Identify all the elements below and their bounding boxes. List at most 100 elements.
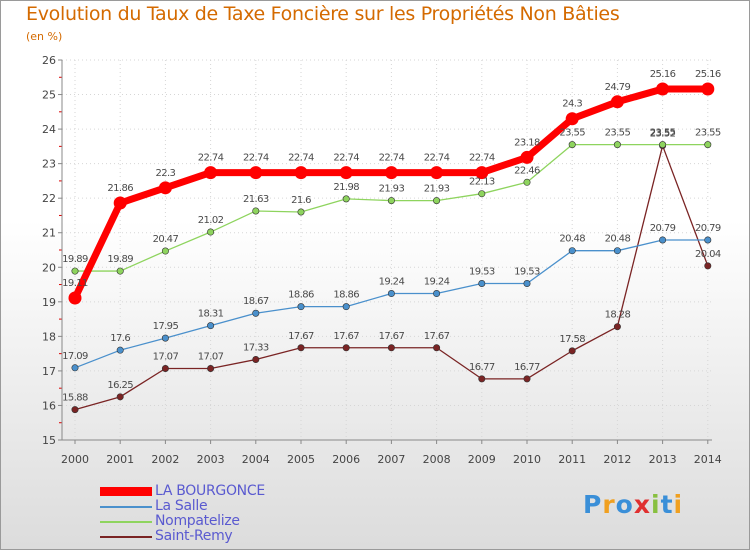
data-label-la-salle-2006: 18.86 [333,290,359,301]
chart-title: Evolution du Taux de Taxe Foncière sur l… [26,3,620,25]
data-label-nompatelize-2004: 21.63 [243,194,269,205]
x-tick-label-2005: 2005 [287,453,315,466]
data-label-la-salle-2004: 18.67 [243,296,269,307]
point-nompatelize-2013 [659,141,667,149]
data-label-la-salle-2001: 17.6 [110,333,130,344]
data-label-nompatelize-2009: 22.13 [469,177,495,188]
point-saint-remy-2001 [116,393,124,401]
point-la-salle-2002 [161,334,169,342]
data-label-la-salle-2003: 18.31 [198,309,224,320]
point-la-salle-2000 [71,364,79,372]
x-tick-label-2012: 2012 [603,453,631,466]
series-lines [68,82,715,414]
y-tick-label-17: 17 [42,365,56,378]
legend-swatch-la-salle [100,506,152,508]
y-tick-label-23: 23 [42,158,56,171]
point-la-salle-2011 [568,247,576,255]
data-label-saint-remy-2000: 15.88 [62,393,88,404]
data-label-nompatelize-2012: 23.55 [605,128,631,139]
data-label-la-salle-2002: 17.95 [153,321,179,332]
point-la-bourgonce-2014 [701,82,715,96]
point-nompatelize-2009 [478,190,486,198]
data-label-la-salle-2012: 20.48 [605,234,631,245]
data-labels: 19.11 21.86 22.3 22.74 22.74 22.74 22.74 22.74 2… [62,69,721,404]
point-saint-remy-2005 [297,344,305,352]
point-la-salle-2012 [613,247,621,255]
data-label-la-salle-2008: 19.24 [424,277,450,288]
point-la-salle-2008 [433,290,441,298]
proxiti-logo: Proxiti [583,490,683,519]
point-saint-remy-2002 [161,364,169,372]
point-la-bourgonce-2002 [158,181,172,195]
data-label-la-bourgonce-2012: 24.79 [605,82,631,93]
point-la-salle-2013 [659,236,667,244]
logo-letter: x [633,490,651,519]
legend-label-nompatelize: Nompatelize [155,513,240,529]
point-nompatelize-2004 [252,207,260,215]
data-label-saint-remy-2003: 17.07 [198,351,224,362]
x-tick-label-2002: 2002 [151,453,179,466]
y-tick-label-26: 26 [42,54,56,67]
x-tick-label-2006: 2006 [332,453,360,466]
point-la-bourgonce-2012 [610,95,624,109]
data-label-la-bourgonce-2013: 25.16 [650,69,676,80]
point-la-bourgonce-2000 [68,291,82,305]
logo-letter: o [615,490,634,519]
point-la-salle-2014 [704,236,712,244]
data-label-la-bourgonce-2000: 19.11 [62,278,88,289]
data-label-la-salle-2014: 20.79 [695,223,721,234]
point-saint-remy-2011 [568,347,576,355]
data-label-nompatelize-2005: 21.6 [291,195,311,206]
point-nompatelize-2001 [116,267,124,275]
y-tick-label-15: 15 [42,434,56,447]
data-label-saint-remy-2010: 16.77 [514,362,540,373]
data-label-saint-remy-2012: 18.28 [605,310,631,321]
data-label-la-bourgonce-2005: 22.74 [288,153,314,164]
x-tick-label-2000: 2000 [61,453,89,466]
data-label-la-bourgonce-2008: 22.74 [424,153,450,164]
point-la-bourgonce-2013 [656,82,670,96]
point-saint-remy-2008 [433,344,441,352]
point-nompatelize-2002 [161,247,169,255]
data-label-saint-remy-2005: 17.67 [288,331,314,342]
data-label-la-bourgonce-2007: 22.74 [379,153,405,164]
point-la-bourgonce-2004 [249,166,263,180]
data-label-la-salle-2000: 17.09 [62,351,88,362]
unit-label: (en %) [26,30,63,43]
x-tick-label-2001: 2001 [106,453,134,466]
y-tick-label-21: 21 [42,227,56,240]
point-saint-remy-2003 [207,364,215,372]
y-tick-label-16: 16 [42,399,56,412]
data-label-la-bourgonce-2003: 22.74 [198,153,224,164]
legend-swatch-saint-remy [100,536,152,538]
data-label-saint-remy-2013: 23.52 [650,129,676,140]
point-nompatelize-2010 [523,178,531,186]
x-tick-label-2004: 2004 [242,453,270,466]
point-saint-remy-2014 [704,262,712,270]
logo-letter: r [602,490,616,519]
y-tick-label-22: 22 [42,192,56,205]
data-label-nompatelize-2003: 21.02 [198,215,224,226]
data-label-nompatelize-2000: 19.89 [62,254,88,265]
point-la-bourgonce-2007 [384,166,398,180]
point-la-bourgonce-2001 [113,196,127,210]
x-tick-label-2011: 2011 [558,453,586,466]
legend-swatch-la-bourgonce [100,487,152,496]
data-label-nompatelize-2002: 20.47 [153,234,179,245]
x-tick-label-2008: 2008 [423,453,451,466]
data-label-nompatelize-2006: 21.98 [333,182,359,193]
point-la-salle-2005 [297,303,305,311]
data-label-la-bourgonce-2002: 22.3 [155,168,175,179]
data-label-nompatelize-2011: 23.55 [559,128,585,139]
data-label-la-salle-2010: 19.53 [514,267,540,278]
point-saint-remy-2007 [387,344,395,352]
x-tick-label-2010: 2010 [513,453,541,466]
x-tick-label-2013: 2013 [649,453,677,466]
y-tick-label-24: 24 [42,123,56,136]
data-label-la-bourgonce-2014: 25.16 [695,69,721,80]
data-label-saint-remy-2002: 17.07 [153,351,179,362]
point-la-bourgonce-2011 [565,112,579,126]
point-nompatelize-2014 [704,141,712,149]
data-label-la-bourgonce-2001: 21.86 [107,183,133,194]
